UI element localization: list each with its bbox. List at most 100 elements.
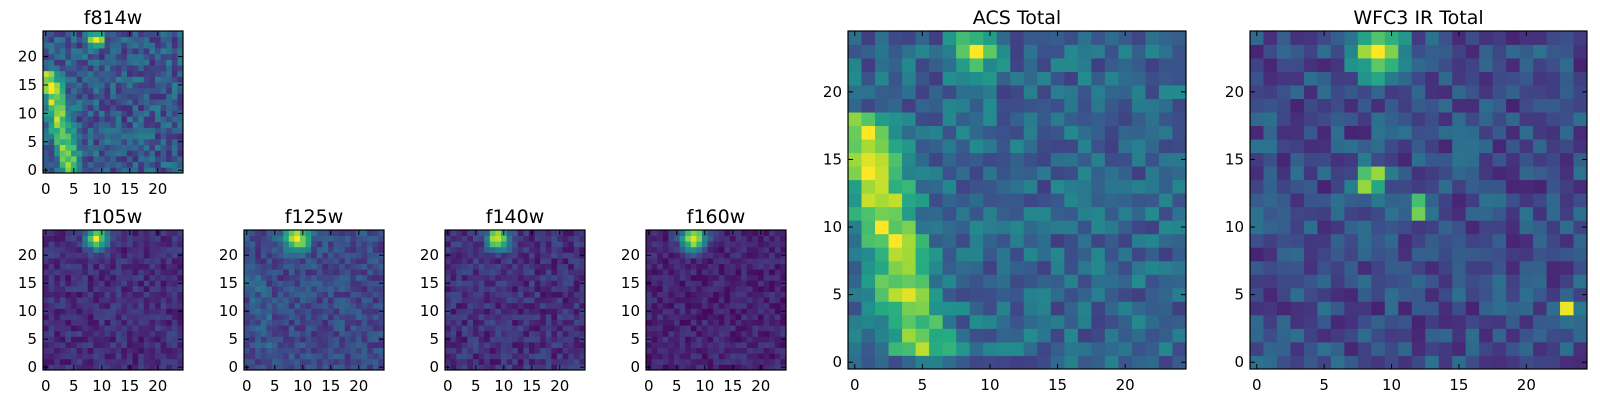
heatmap-cell bbox=[512, 302, 519, 309]
heatmap-cell bbox=[166, 297, 173, 304]
heatmap-cell bbox=[115, 116, 122, 123]
heatmap-cell bbox=[328, 353, 334, 360]
heatmap-cell bbox=[929, 112, 944, 127]
heatmap-cell bbox=[93, 48, 100, 55]
heatmap-cell bbox=[1573, 71, 1588, 86]
heatmap-cell bbox=[82, 302, 89, 309]
heatmap-cell bbox=[456, 302, 463, 309]
heatmap-cell bbox=[489, 269, 496, 276]
heatmap-cell bbox=[1438, 139, 1453, 154]
heatmap-cell bbox=[367, 314, 374, 320]
heatmap-cell bbox=[1250, 260, 1264, 275]
heatmap-cell bbox=[1357, 314, 1372, 329]
heatmap-cell bbox=[848, 179, 862, 194]
heatmap-cell bbox=[1452, 206, 1467, 221]
heatmap-cell bbox=[1023, 206, 1038, 221]
heatmap-cell bbox=[506, 252, 513, 259]
heatmap-cell bbox=[1330, 152, 1345, 167]
heatmap-cell bbox=[861, 301, 876, 316]
heatmap-cell bbox=[71, 286, 77, 292]
heatmap-cell bbox=[288, 330, 295, 337]
heatmap-cell bbox=[132, 274, 139, 281]
heatmap-cell bbox=[160, 325, 167, 332]
heatmap-cell bbox=[328, 258, 334, 264]
heatmap-cell bbox=[489, 297, 496, 304]
heatmap-cell bbox=[1290, 85, 1305, 99]
heatmap-cell bbox=[71, 138, 77, 145]
heatmap-cell bbox=[888, 301, 903, 316]
heatmap-cell bbox=[758, 269, 764, 276]
heatmap-cell bbox=[1465, 233, 1480, 248]
heatmap-cell bbox=[266, 280, 273, 287]
heatmap-cell bbox=[1519, 98, 1534, 113]
heatmap-cell bbox=[679, 263, 686, 270]
heatmap-cell bbox=[71, 235, 77, 242]
heatmap-cell bbox=[1506, 206, 1520, 221]
heatmap-cell bbox=[512, 241, 519, 248]
heatmap-cell bbox=[138, 150, 145, 157]
heatmap-cell bbox=[915, 44, 930, 59]
x-tick-label: 5 bbox=[69, 377, 79, 395]
heatmap-cell bbox=[484, 246, 491, 253]
heatmap-cell bbox=[735, 302, 742, 309]
heatmap-cell bbox=[763, 235, 770, 242]
heatmap-cell bbox=[361, 308, 368, 315]
heatmap-cell bbox=[121, 353, 128, 360]
heatmap-cell bbox=[445, 246, 451, 253]
heatmap-cell bbox=[1465, 328, 1480, 343]
heatmap-cell bbox=[361, 342, 368, 348]
heatmap-cell bbox=[1050, 206, 1065, 221]
heatmap-cell bbox=[929, 220, 944, 235]
heatmap-cell bbox=[1010, 139, 1025, 154]
heatmap-cell bbox=[99, 291, 105, 298]
heatmap-cell bbox=[143, 319, 150, 326]
heatmap-cell bbox=[59, 336, 66, 343]
heatmap-cell bbox=[1330, 206, 1345, 221]
heatmap-cell bbox=[875, 125, 889, 140]
heatmap-cell bbox=[746, 330, 753, 337]
heatmap-cell bbox=[93, 133, 100, 140]
heatmap-cell bbox=[110, 342, 117, 348]
heatmap-cell bbox=[1384, 58, 1399, 72]
heatmap-cell bbox=[1357, 355, 1372, 370]
heatmap-cell bbox=[1506, 125, 1520, 140]
heatmap-cell bbox=[956, 220, 971, 235]
heatmap-cell bbox=[888, 233, 903, 248]
heatmap-cell bbox=[71, 353, 77, 360]
heatmap-cell bbox=[266, 246, 273, 253]
heatmap-cell bbox=[244, 286, 250, 292]
heatmap-cell bbox=[1452, 152, 1467, 167]
heatmap-cell bbox=[668, 246, 675, 253]
heatmap-cell bbox=[300, 286, 306, 292]
heatmap-cell bbox=[523, 280, 530, 287]
heatmap-cell bbox=[1091, 274, 1106, 289]
heatmap-cell bbox=[43, 99, 49, 106]
heatmap-cell bbox=[54, 116, 61, 123]
heatmap-cell bbox=[311, 319, 318, 326]
heatmap-cell bbox=[127, 280, 133, 287]
heatmap-cell bbox=[1384, 341, 1399, 356]
heatmap-cell bbox=[1091, 355, 1106, 370]
heatmap-cell bbox=[1290, 233, 1305, 248]
heatmap-cell bbox=[76, 263, 83, 270]
heatmap-cell bbox=[361, 358, 368, 365]
heatmap-cell bbox=[99, 76, 105, 83]
heatmap-cell bbox=[1479, 71, 1494, 86]
heatmap-cell bbox=[545, 263, 552, 270]
heatmap-cell bbox=[272, 319, 278, 326]
heatmap-cell bbox=[87, 325, 94, 332]
heatmap-cell bbox=[1077, 112, 1092, 127]
heatmap-cell bbox=[467, 336, 474, 343]
heatmap-cell bbox=[467, 246, 474, 253]
heatmap-cell bbox=[529, 241, 535, 248]
heatmap-cell bbox=[166, 241, 173, 248]
heatmap-cell bbox=[657, 246, 664, 253]
heatmap-cell bbox=[1317, 71, 1332, 86]
heatmap-cell bbox=[1091, 179, 1106, 194]
heatmap-cell bbox=[138, 258, 145, 264]
heatmap-cell bbox=[1492, 31, 1507, 45]
heatmap-cell bbox=[110, 230, 117, 236]
heatmap-cell bbox=[702, 314, 708, 320]
heatmap-cells bbox=[445, 230, 586, 371]
heatmap-cell bbox=[1064, 314, 1079, 329]
